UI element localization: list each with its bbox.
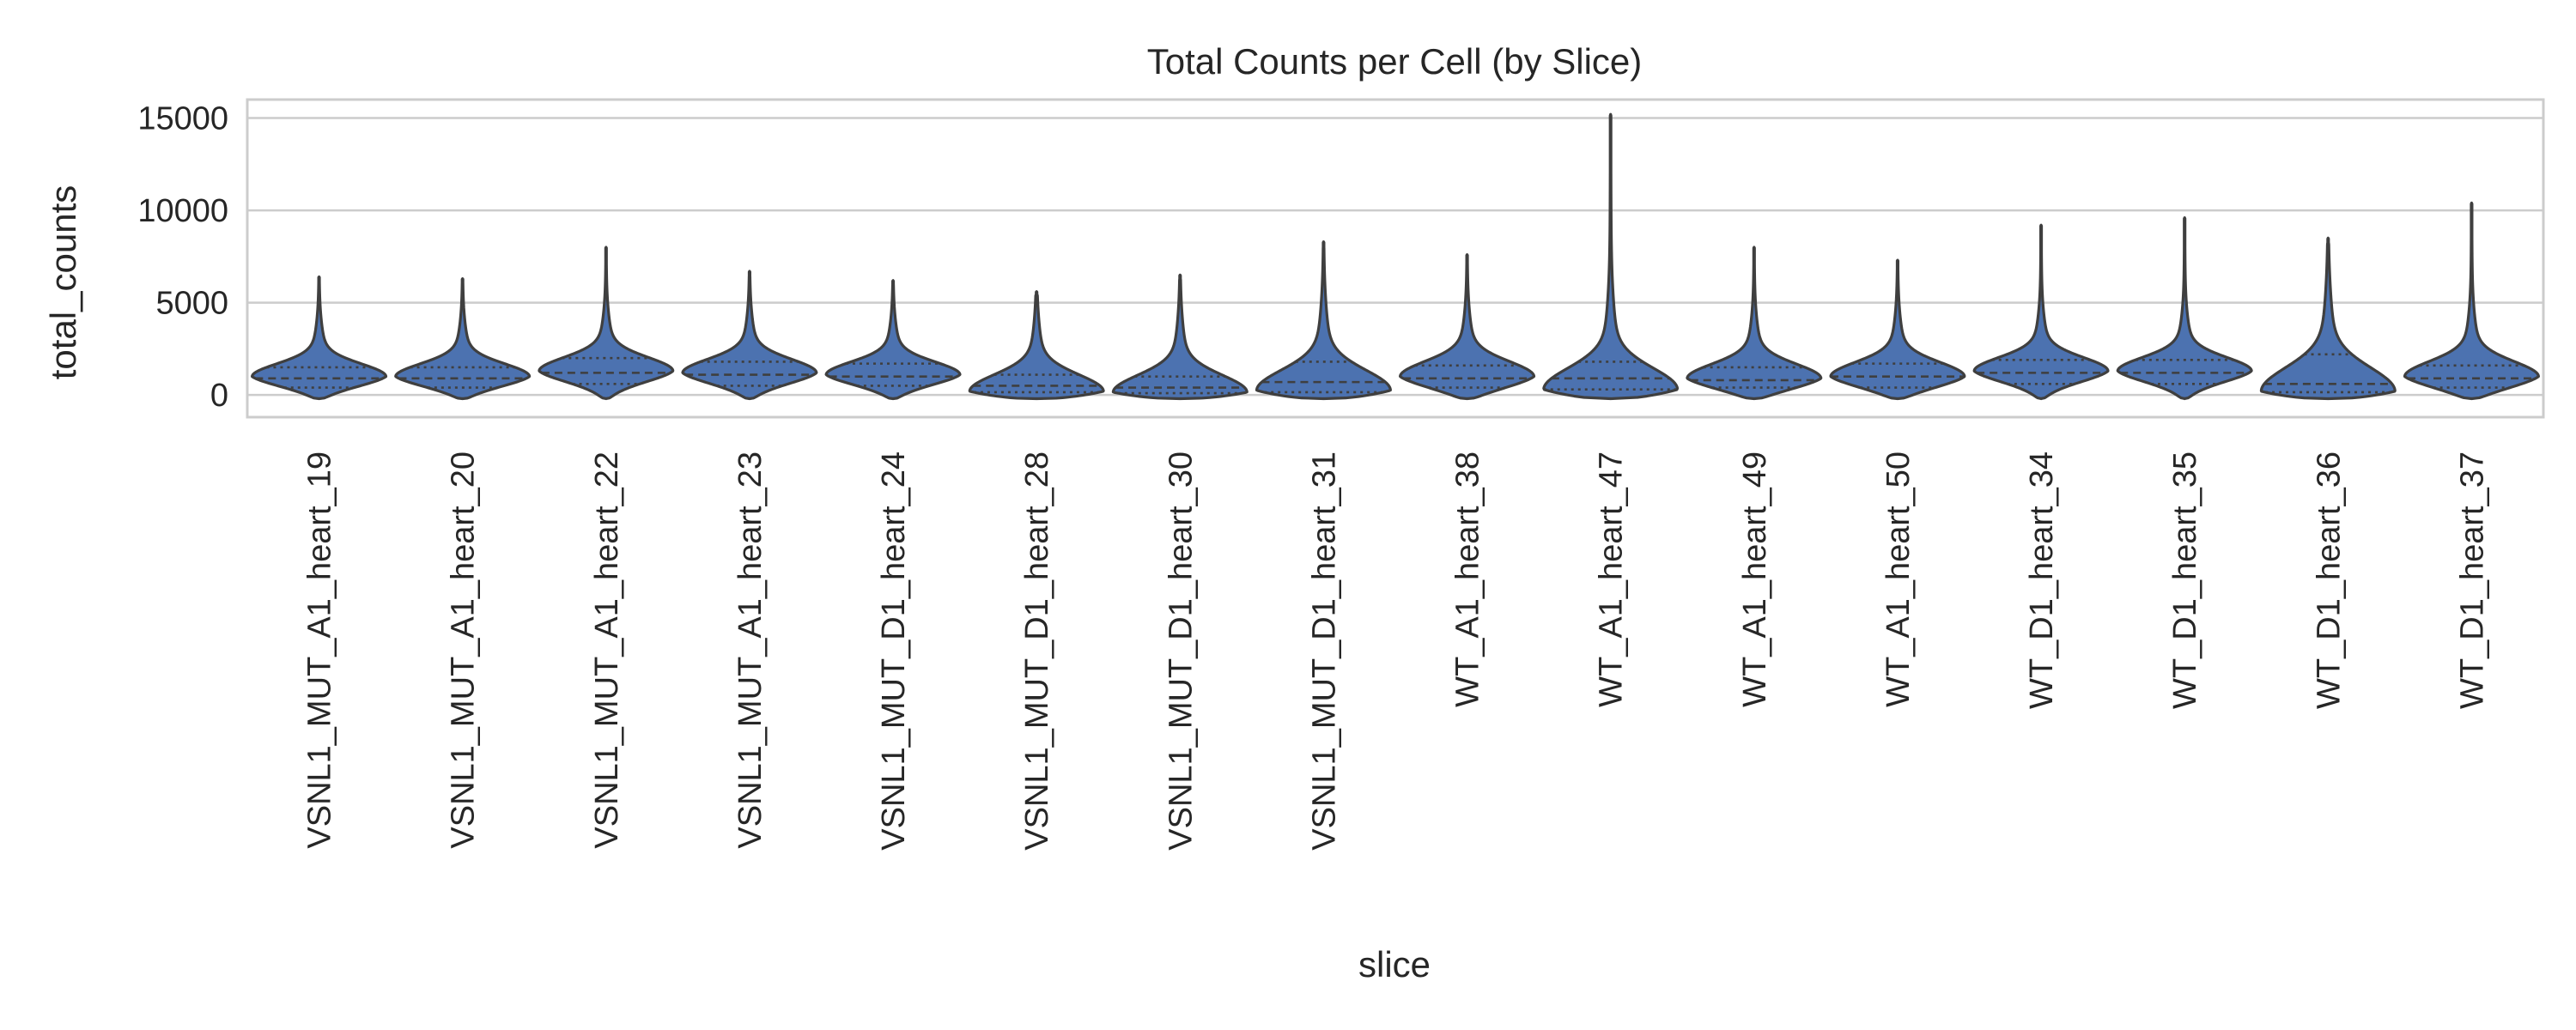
x-tick-label: VSNL1_MUT_A1_heart_22 <box>589 451 625 849</box>
y-tick-label: 5000 <box>155 286 228 322</box>
x-tick-label: WT_A1_heart_47 <box>1594 451 1630 707</box>
violin-VSNL1_MUT_D1_heart_31 <box>1255 240 1392 401</box>
x-tick-label: VSNL1_MUT_D1_heart_30 <box>1163 451 1199 851</box>
chart-title: Total Counts per Cell (by Slice) <box>1147 41 1643 82</box>
y-tick-label: 0 <box>210 378 228 414</box>
violin-WT_D1_heart_34 <box>1972 223 2110 401</box>
x-tick-labels: VSNL1_MUT_A1_heart_19 VSNL1_MUT_A1_heart_… <box>302 451 2491 851</box>
x-tick-label: WT_D1_heart_36 <box>2311 451 2347 709</box>
violin-VSNL1_MUT_A1_heart_23 <box>681 270 818 401</box>
y-tick-label: 10000 <box>137 193 228 229</box>
violin-VSNL1_MUT_D1_heart_28 <box>968 290 1105 401</box>
violin-WT_A1_heart_50 <box>1829 258 1966 401</box>
x-tick-label: WT_A1_heart_49 <box>1737 451 1773 707</box>
violin-VSNL1_MUT_A1_heart_22 <box>538 245 675 401</box>
violin-VSNL1_MUT_D1_heart_30 <box>1111 273 1249 401</box>
violin-VSNL1_MUT_D1_heart_24 <box>824 279 962 401</box>
x-tick-label: VSNL1_MUT_A1_heart_23 <box>732 451 769 849</box>
x-tick-label: WT_D1_heart_34 <box>2024 451 2060 709</box>
x-tick-label: VSNL1_MUT_D1_heart_31 <box>1306 451 1342 851</box>
grid-layer <box>247 117 2543 397</box>
x-tick-label: WT_D1_heart_35 <box>2167 451 2203 709</box>
plot-frame <box>246 98 2545 419</box>
y-axis-label: total_counts <box>43 185 83 380</box>
quartile-layer <box>255 353 2536 395</box>
violin-WT_D1_heart_37 <box>2403 201 2540 401</box>
violin-VSNL1_MUT_A1_heart_19 <box>251 275 388 401</box>
violin-WT_A1_heart_38 <box>1399 253 1536 401</box>
x-tick-label: WT_A1_heart_50 <box>1880 451 1917 707</box>
x-tick-label: VSNL1_MUT_A1_heart_19 <box>302 451 338 849</box>
violin-WT_A1_heart_47 <box>1542 112 1680 401</box>
x-tick-label: WT_A1_heart_38 <box>1450 451 1486 707</box>
x-tick-label: WT_D1_heart_37 <box>2454 451 2490 709</box>
violin-WT_D1_heart_35 <box>2116 216 2253 401</box>
violin-WT_A1_heart_49 <box>1686 245 1823 401</box>
violin-layer <box>251 112 2540 401</box>
y-tick-labels: 0 5000 10000 15000 <box>137 101 228 415</box>
x-axis-label: slice <box>1358 944 1431 985</box>
x-tick-label: VSNL1_MUT_D1_heart_24 <box>876 451 912 851</box>
x-tick-label: VSNL1_MUT_D1_heart_28 <box>1019 451 1055 851</box>
y-tick-label: 15000 <box>137 101 228 137</box>
violin-WT_D1_heart_36 <box>2259 236 2397 401</box>
x-tick-label: VSNL1_MUT_A1_heart_20 <box>446 451 482 849</box>
violin-VSNL1_MUT_A1_heart_20 <box>394 277 532 401</box>
